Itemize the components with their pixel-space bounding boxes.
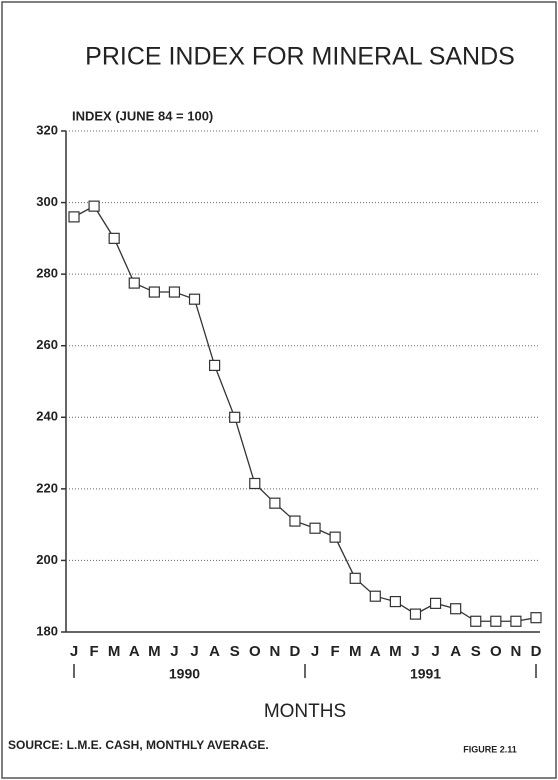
marker — [369, 590, 381, 602]
marker — [349, 572, 361, 584]
x-tick-label: F — [90, 643, 99, 660]
marker — [188, 293, 201, 305]
y-tick-label: 200 — [36, 552, 58, 567]
marker — [108, 232, 120, 244]
series-line — [73, 205, 537, 622]
group-label: 1990 — [169, 666, 200, 682]
x-tick-label: A — [129, 643, 140, 660]
marker — [269, 497, 281, 509]
x-tick-label: J — [431, 643, 439, 660]
marker — [168, 286, 181, 298]
x-tick-label: M — [148, 643, 161, 660]
x-tick-label: N — [510, 643, 521, 660]
group-label: 1991 — [410, 666, 441, 682]
y-tick-label: 260 — [36, 337, 58, 352]
marker — [409, 608, 422, 620]
marker — [389, 595, 401, 608]
marker — [68, 211, 80, 223]
marker — [128, 277, 140, 289]
figure-label: FIGURE 2.11 — [463, 744, 517, 754]
marker — [470, 615, 482, 627]
x-tick-label: J — [190, 643, 198, 660]
marker — [429, 597, 442, 609]
x-tick-label: J — [170, 643, 178, 660]
x-tick-label: M — [108, 643, 121, 660]
x-tick-label: A — [209, 643, 220, 660]
x-tick-label: O — [249, 643, 261, 660]
y-axis-label: INDEX (JUNE 84 = 100) — [72, 108, 213, 123]
marker — [510, 615, 522, 627]
marker — [450, 603, 462, 615]
x-tick-label: J — [411, 643, 419, 660]
x-tick-label: D — [531, 643, 542, 660]
x-tick-label: S — [471, 643, 481, 660]
x-tick-label: N — [269, 643, 280, 660]
x-tick-label: S — [230, 643, 240, 660]
marker — [209, 359, 221, 371]
marker — [530, 612, 542, 624]
y-tick-label: 320 — [36, 122, 58, 137]
x-tick-label: J — [70, 643, 78, 660]
marker — [249, 477, 261, 490]
marker — [148, 286, 160, 298]
y-tick-label: 280 — [36, 266, 58, 281]
x-tick-label: J — [311, 643, 319, 660]
marker — [88, 200, 100, 212]
marker — [289, 515, 301, 527]
x-tick-label: D — [290, 643, 301, 660]
x-tick-label: O — [490, 643, 502, 660]
y-tick-label: 220 — [36, 480, 58, 495]
chart-title: PRICE INDEX FOR MINERAL SANDS — [85, 43, 515, 71]
x-axis-label: MONTHS — [264, 701, 346, 722]
x-tick-label: A — [370, 643, 381, 660]
marker — [229, 411, 241, 423]
x-tick-label: M — [349, 643, 362, 660]
x-tick-label: F — [331, 643, 340, 660]
marker — [329, 531, 341, 543]
marker — [490, 615, 502, 627]
x-tick-label: A — [450, 643, 461, 660]
y-tick-label: 240 — [36, 409, 58, 424]
marker — [309, 522, 321, 534]
source: SOURCE: L.M.E. CASH, MONTHLY AVERAGE. — [8, 738, 269, 752]
y-tick-label: 180 — [36, 623, 58, 638]
y-tick-label: 300 — [36, 194, 58, 209]
x-tick-label: M — [389, 643, 402, 660]
